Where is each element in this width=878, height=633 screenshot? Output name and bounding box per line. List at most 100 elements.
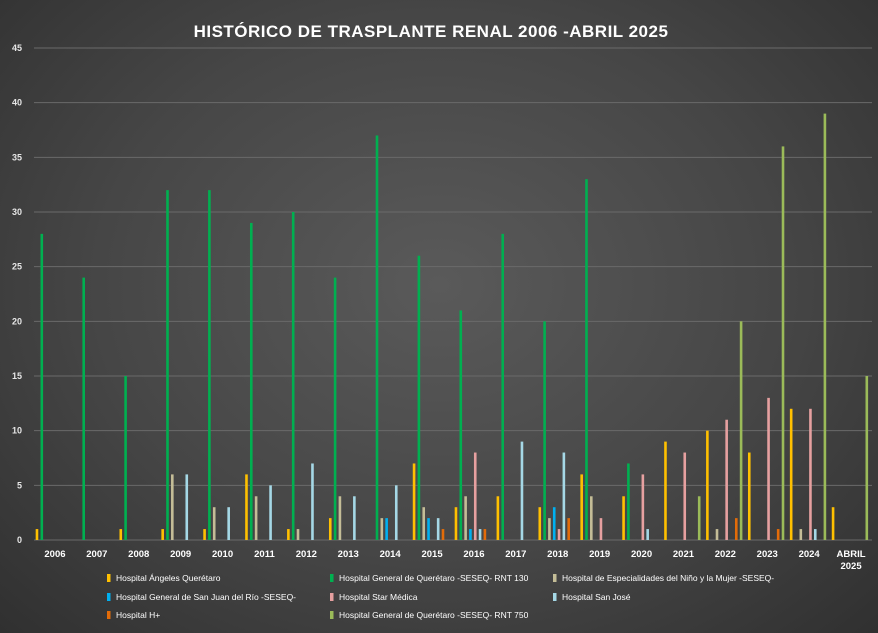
bar <box>543 321 546 540</box>
legend-swatch <box>330 593 334 601</box>
legend-label: Hospital Star Médica <box>339 592 418 602</box>
bar <box>380 518 384 540</box>
legend-label: Hospital General de Querétaro -SESEQ- RN… <box>339 610 529 620</box>
bar <box>311 463 314 540</box>
bar <box>473 452 477 540</box>
legend-swatch <box>553 574 557 582</box>
bar <box>483 529 487 540</box>
bar <box>185 474 189 540</box>
chart-title: HISTÓRICO DE TRASPLANTE RENAL 2006 -ABRI… <box>194 22 669 41</box>
legend-label: Hospital H+ <box>116 610 160 620</box>
x-tick-label: 2008 <box>128 549 149 560</box>
x-tick-label: 2021 <box>673 549 695 560</box>
bar <box>328 518 332 540</box>
bar <box>813 529 817 540</box>
bar <box>599 518 603 540</box>
bar <box>436 518 440 540</box>
bar <box>552 507 556 540</box>
y-tick-label: 45 <box>12 43 22 53</box>
y-tick-label: 20 <box>12 316 22 326</box>
bar <box>254 496 258 540</box>
x-tick-label: 2013 <box>338 549 359 560</box>
bar <box>338 496 342 540</box>
bar <box>171 474 174 540</box>
bar <box>823 113 827 540</box>
x-tick-label: 2018 <box>547 549 568 560</box>
y-tick-label: 30 <box>12 207 22 217</box>
y-axis-ticks: 0 5 10 15 20 25 30 35 40 45 <box>12 43 22 545</box>
bar <box>269 485 272 540</box>
bar <box>781 146 785 540</box>
bar <box>422 507 426 540</box>
bar <box>353 496 356 540</box>
bar <box>767 397 770 540</box>
x-tick-label: 2010 <box>212 549 233 560</box>
legend-swatch <box>330 574 334 582</box>
y-tick-label: 0 <box>17 535 22 545</box>
bar <box>385 518 388 540</box>
bar <box>287 529 290 540</box>
x-tick-label: 2019 <box>589 549 610 560</box>
bar <box>245 474 248 540</box>
bar <box>697 496 701 540</box>
x-tick-label: 2024 <box>799 549 821 560</box>
bar <box>664 441 667 540</box>
bar <box>478 529 482 540</box>
bar <box>706 430 709 540</box>
bar <box>567 518 570 540</box>
legend-label: Hospital General de Querétaro -SESEQ- RN… <box>339 573 529 583</box>
bar <box>520 441 524 540</box>
x-tick-label: 2022 <box>715 549 736 560</box>
bar <box>627 463 630 540</box>
x-tick-label: 2014 <box>380 549 402 560</box>
x-tick-label: 2023 <box>757 549 778 560</box>
bar <box>776 529 780 540</box>
y-tick-label: 15 <box>12 371 22 381</box>
bar <box>580 474 583 540</box>
legend-swatch <box>107 574 111 582</box>
legend-label: Hospital Ángeles Querétaro <box>116 573 221 583</box>
bar <box>291 212 295 540</box>
bar <box>496 496 500 540</box>
bar <box>464 496 467 540</box>
bar <box>40 233 44 540</box>
bar <box>538 507 542 540</box>
bar <box>789 408 793 540</box>
legend-label: Hospital de Especialidades del Niño y la… <box>562 573 774 583</box>
bar <box>557 529 561 540</box>
bar <box>831 507 835 540</box>
y-tick-label: 10 <box>12 426 22 436</box>
legend-swatch <box>553 593 557 601</box>
bar <box>548 518 551 540</box>
bar <box>203 529 206 540</box>
bar <box>622 496 625 540</box>
legend-label: Hospital San José <box>562 592 631 602</box>
bar <box>412 463 416 540</box>
gridlines <box>34 47 872 541</box>
x-tick-label: 2020 <box>631 549 652 560</box>
x-tick-label: 2011 <box>254 549 275 560</box>
bars <box>35 113 869 540</box>
bar <box>427 518 430 540</box>
bar <box>734 518 738 540</box>
legend: Hospital Ángeles Querétaro Hospital Gener… <box>107 573 774 620</box>
bar <box>585 179 588 540</box>
bar <box>166 190 169 540</box>
legend-label: Hospital General de San Juan del Río -SE… <box>116 592 296 602</box>
bar <box>641 474 645 540</box>
x-axis-ticks: 2006 2007 2008 2009 2010 2011 2012 2013 2014 2015… <box>44 549 865 572</box>
x-tick-label: 2012 <box>296 549 317 560</box>
bar <box>82 277 85 540</box>
x-tick-label: 2017 <box>505 549 526 560</box>
bar <box>441 529 445 540</box>
bar <box>715 529 719 540</box>
y-tick-label: 35 <box>12 152 22 162</box>
bar <box>646 529 649 540</box>
x-tick-label: 2015 <box>421 549 443 560</box>
bar <box>590 496 593 540</box>
bar <box>124 376 127 540</box>
bar <box>375 135 379 540</box>
legend-swatch <box>107 593 111 601</box>
